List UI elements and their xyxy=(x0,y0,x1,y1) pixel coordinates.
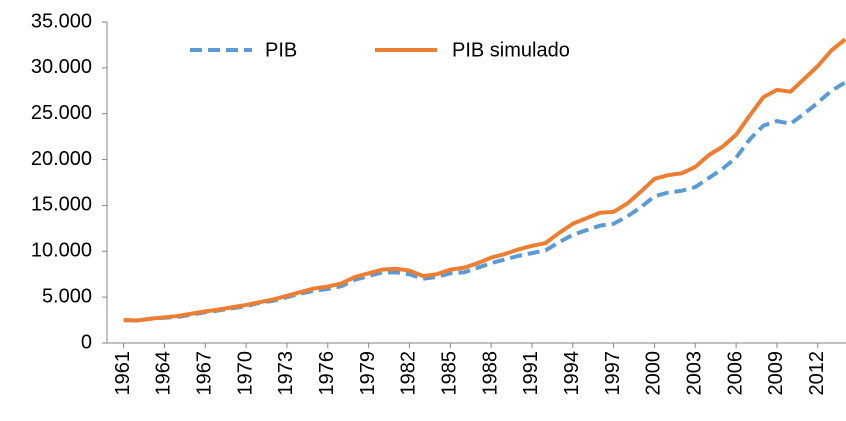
y-tick-label: 20.000 xyxy=(31,148,92,170)
data-line xyxy=(123,80,846,323)
y-tick-label: 30.000 xyxy=(31,56,92,78)
legend-label: PIB simulado xyxy=(452,39,570,61)
x-tick-label: 1982 xyxy=(398,351,420,396)
y-tick-label: 15.000 xyxy=(31,194,92,216)
x-tick-label: 1994 xyxy=(561,351,583,396)
x-tick-label: 2000 xyxy=(643,351,665,396)
x-tick-label: 1976 xyxy=(316,351,338,396)
x-tick-label: 2006 xyxy=(724,351,746,396)
x-tick-label: 1985 xyxy=(439,351,461,396)
y-tick-label: 10.000 xyxy=(31,240,92,262)
x-tick-label: 1991 xyxy=(520,351,542,396)
x-tick-label: 1988 xyxy=(479,351,501,396)
y-tick-label: 25.000 xyxy=(31,102,92,124)
x-tick-label: 1961 xyxy=(112,351,134,396)
x-tick-label: 2012 xyxy=(806,351,828,396)
legend-label: PIB xyxy=(265,39,297,61)
x-tick-label: 1964 xyxy=(153,351,175,396)
y-tick-label: 5.000 xyxy=(42,285,92,307)
x-tick-label: 1970 xyxy=(234,351,256,396)
x-tick-label: 2009 xyxy=(765,351,787,396)
x-tick-label: 1979 xyxy=(357,351,379,396)
data-line xyxy=(123,37,846,323)
y-tick-label: 35.000 xyxy=(31,10,92,32)
y-tick-label: 0 xyxy=(81,331,92,353)
x-tick-label: 1997 xyxy=(602,351,624,396)
x-tick-label: 1967 xyxy=(194,351,216,396)
x-tick-label: 2003 xyxy=(684,351,706,396)
x-tick-label: 1973 xyxy=(275,351,297,396)
